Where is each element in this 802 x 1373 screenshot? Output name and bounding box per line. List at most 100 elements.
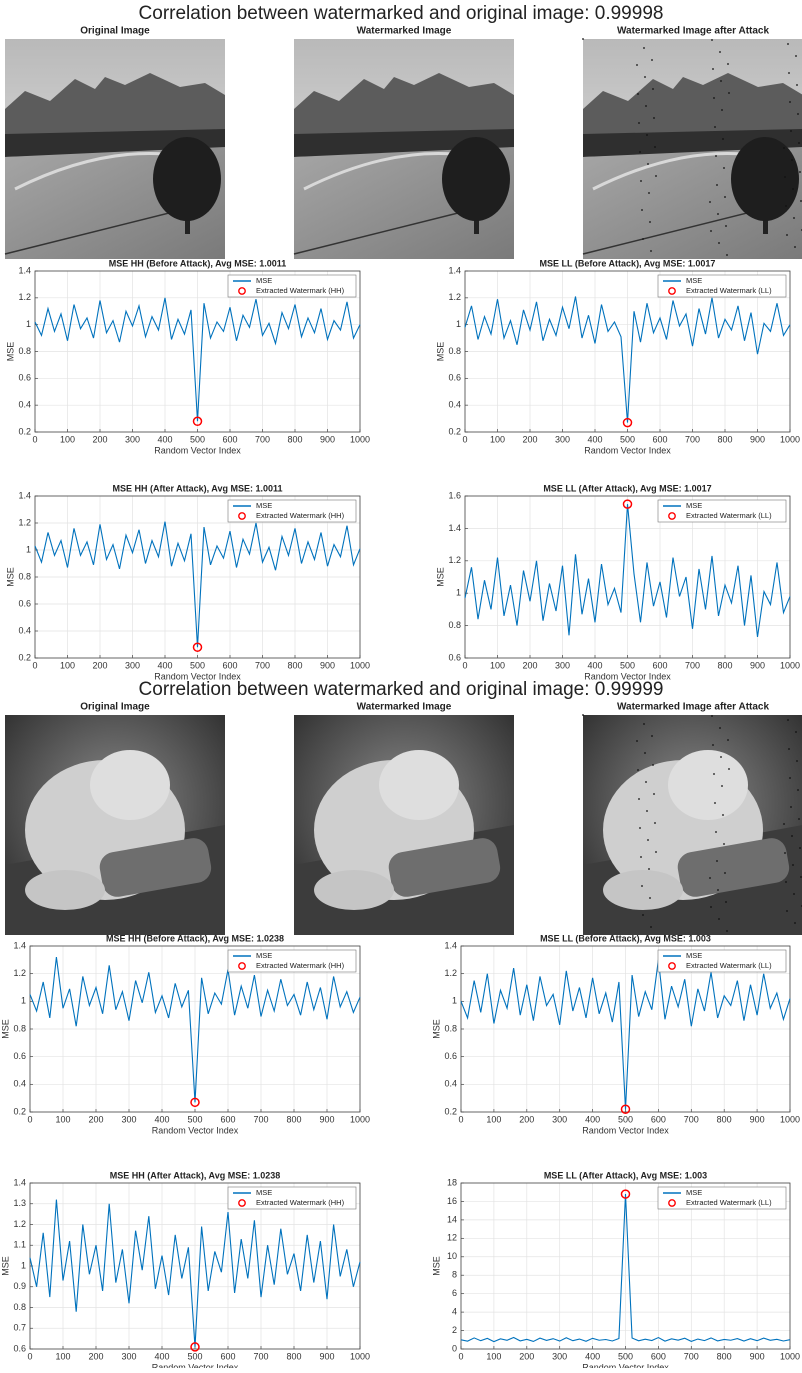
- y-tick-label: 0.6: [18, 373, 31, 383]
- legend-symbol: [238, 287, 246, 295]
- x-tick-label: 800: [717, 660, 732, 670]
- attack-noise: [714, 126, 716, 128]
- attack-noise: [723, 167, 725, 169]
- legend-box: [227, 499, 357, 523]
- legend-label: Extracted Watermark (HH): [256, 961, 345, 970]
- image-content: [292, 37, 516, 261]
- legend-symbol: [238, 962, 246, 970]
- chart-title: MSE LL (Before Attack), Avg MSE: 1.0017: [540, 258, 716, 268]
- y-tick-label: 1.2: [13, 968, 26, 978]
- x-tick-label: 600: [220, 1351, 235, 1361]
- attack-noise: [725, 225, 727, 227]
- attack-noise: [800, 200, 802, 202]
- y-axis-label: MSE: [0, 1019, 10, 1039]
- y-tick-label: 1: [26, 319, 31, 329]
- x-tick-label: 500: [620, 434, 635, 444]
- attack-noise: [793, 893, 795, 895]
- watermark-marker: [622, 499, 633, 509]
- chart-title: MSE HH (After Attack), Avg MSE: 1.0238: [110, 1170, 281, 1180]
- legend-symbol: [238, 512, 246, 520]
- chart-title: MSE LL (Before Attack), Avg MSE: 1.003: [540, 933, 711, 943]
- x-axis-label: Random Vector Index: [584, 445, 671, 455]
- attack-noise: [728, 768, 730, 770]
- attack-noise: [793, 217, 795, 219]
- x-tick-label: 0: [27, 1351, 32, 1361]
- y-tick-label: 1.2: [13, 1219, 26, 1229]
- legend-box: [227, 949, 357, 973]
- legend-label: Extracted Watermark (LL): [686, 286, 772, 295]
- attack-noise: [652, 764, 654, 766]
- legend-symbol: [238, 1199, 246, 1207]
- attack-noise: [715, 155, 717, 157]
- x-axis-label: Random Vector Index: [152, 1125, 239, 1135]
- y-axis-label: MSE: [431, 1256, 441, 1276]
- attack-noise: [722, 138, 724, 140]
- x-axis-label: Random Vector Index: [582, 1125, 669, 1135]
- attack-noise: [636, 740, 638, 742]
- attack-noise: [718, 242, 720, 244]
- x-tick-label: 1000: [350, 1114, 370, 1124]
- x-tick-label: 0: [462, 434, 467, 444]
- y-tick-label: 0.4: [13, 1079, 26, 1089]
- y-tick-label: 16: [447, 1196, 457, 1206]
- x-tick-label: 100: [60, 434, 75, 444]
- attack-noise: [711, 715, 713, 717]
- image: [5, 715, 225, 935]
- legend-label: Extracted Watermark (LL): [686, 1198, 772, 1207]
- y-tick-label: 6: [452, 1288, 457, 1298]
- x-tick-label: 1000: [350, 660, 370, 670]
- legend-label: MSE: [256, 501, 272, 510]
- y-tick-label: 1.4: [18, 490, 31, 500]
- x-tick-label: 600: [651, 1114, 666, 1124]
- attack-noise: [800, 876, 802, 878]
- attack-noise: [784, 176, 786, 178]
- attack-noise: [786, 234, 788, 236]
- x-tick-label: 800: [287, 660, 302, 670]
- watermark-marker: [620, 1189, 631, 1199]
- image-title: Original Image: [80, 26, 150, 37]
- attack-noise: [715, 831, 717, 833]
- x-tick-label: 0: [32, 660, 37, 670]
- legend-label: Extracted Watermark (LL): [686, 511, 772, 520]
- attack-noise: [640, 856, 642, 858]
- legend-label: Extracted Watermark (LL): [686, 961, 772, 970]
- attack-noise: [797, 789, 799, 791]
- y-tick-label: 12: [447, 1233, 457, 1243]
- attack-noise: [792, 864, 794, 866]
- x-tick-label: 0: [458, 1351, 463, 1361]
- x-tick-label: 200: [92, 434, 107, 444]
- y-tick-label: 1.4: [13, 940, 26, 950]
- x-tick-label: 400: [157, 660, 172, 670]
- legend-label: Extracted Watermark (HH): [256, 1198, 345, 1207]
- attack-noise: [651, 59, 653, 61]
- attack-noise: [726, 930, 728, 932]
- watermark-marker: [192, 416, 203, 427]
- attack-noise: [646, 810, 648, 812]
- attack-noise: [797, 113, 799, 115]
- y-tick-label: 1: [456, 319, 461, 329]
- x-tick-label: 200: [88, 1114, 103, 1124]
- attack-noise: [716, 184, 718, 186]
- attack-noise: [647, 163, 649, 165]
- y-tick-label: 0.8: [444, 1023, 457, 1033]
- x-tick-label: 300: [125, 434, 140, 444]
- attack-noise: [789, 101, 791, 103]
- y-tick-label: 1.1: [13, 1240, 26, 1250]
- y-tick-label: 1: [456, 588, 461, 598]
- y-tick-label: 10: [447, 1251, 457, 1261]
- x-tick-label: 600: [652, 660, 667, 670]
- axes-box: [460, 1182, 791, 1350]
- y-axis-label: MSE: [5, 342, 15, 362]
- x-tick-label: 800: [286, 1351, 301, 1361]
- x-tick-label: 400: [585, 1114, 600, 1124]
- attack-noise: [639, 151, 641, 153]
- x-tick-label: 700: [684, 1114, 699, 1124]
- x-tick-label: 100: [55, 1351, 70, 1361]
- attack-noise: [794, 922, 796, 924]
- attack-noise: [653, 793, 655, 795]
- image-content: [581, 37, 802, 261]
- x-tick-label: 100: [486, 1351, 501, 1361]
- x-tick-label: 200: [522, 660, 537, 670]
- legend-symbol: [668, 512, 676, 520]
- attack-noise: [721, 109, 723, 111]
